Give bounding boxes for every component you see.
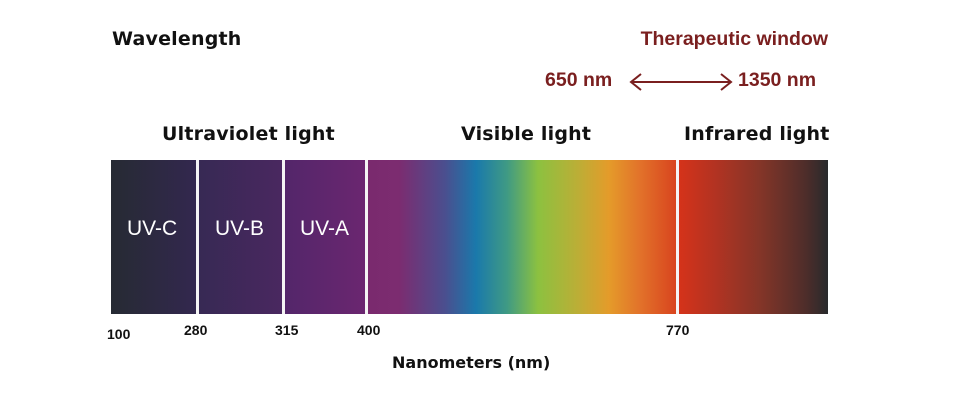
therapeutic-window-label: Therapeutic window [640, 28, 828, 50]
diagram-title: Wavelength [112, 28, 242, 50]
therapeutic-window-start: 650 nm [545, 69, 613, 91]
band-uv-c: UV-C [111, 160, 197, 314]
region-label-visible: Visible light [461, 123, 592, 145]
band-infrared [679, 160, 828, 314]
tick-label-100: 100 [107, 326, 131, 342]
tick-label-315: 315 [275, 322, 299, 338]
spectrum-bar: UV-C UV-B UV-A [111, 160, 828, 314]
band-visible [368, 160, 677, 314]
region-label-infrared: Infrared light [684, 123, 830, 145]
x-axis-label: Nanometers (nm) [392, 353, 551, 372]
band-divider [365, 160, 368, 314]
tick-label-280: 280 [184, 322, 208, 338]
tick-label-400: 400 [357, 322, 381, 338]
band-label-uv-b: UV-B [215, 217, 265, 240]
band-uv-a: UV-A [285, 160, 366, 314]
band-label-uv-c: UV-C [127, 217, 178, 240]
therapeutic-window-end: 1350 nm [738, 69, 817, 91]
band-divider [282, 160, 285, 314]
band-uv-b: UV-B [199, 160, 284, 314]
double-arrow-icon [629, 73, 733, 91]
band-divider [676, 160, 679, 314]
tick-label-770: 770 [666, 322, 690, 338]
band-label-uv-a: UV-A [300, 217, 350, 240]
band-divider [196, 160, 199, 314]
region-label-ultraviolet: Ultraviolet light [162, 123, 335, 145]
